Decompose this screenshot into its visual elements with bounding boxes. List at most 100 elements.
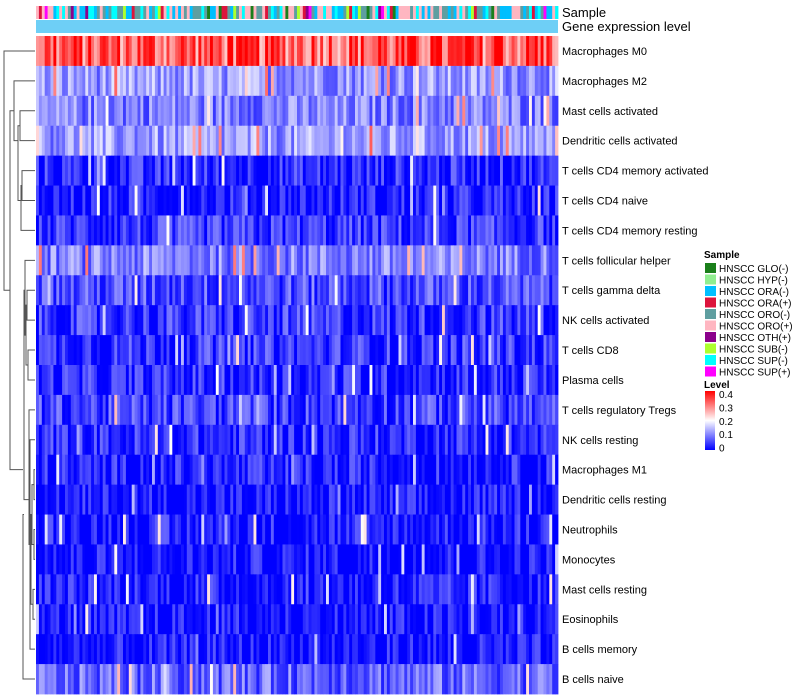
- heatmap-cell: [96, 305, 101, 336]
- heatmap-cell: [85, 95, 89, 127]
- heatmap-cell: [320, 604, 324, 635]
- heatmap-cell: [62, 125, 66, 157]
- heatmap-cell: [456, 514, 460, 545]
- heatmap-cell: [114, 424, 118, 456]
- heatmap-cell: [520, 245, 524, 276]
- heatmap-cell: [471, 215, 475, 246]
- sample-annotation-cell: [268, 6, 272, 19]
- heatmap-cell: [352, 514, 356, 545]
- heatmap-cell: [85, 454, 89, 486]
- heatmap-cell: [114, 454, 118, 486]
- heatmap-cell: [169, 215, 173, 246]
- heatmap-cell: [398, 36, 402, 67]
- heatmap-cell: [62, 65, 66, 97]
- heatmap-cell: [210, 65, 214, 97]
- heatmap-cell: [543, 215, 547, 246]
- heatmap-cell: [421, 155, 425, 186]
- heatmap-cell: [67, 155, 72, 186]
- heatmap-cell: [375, 95, 379, 127]
- heatmap-cell: [265, 245, 269, 276]
- heatmap-cell: [418, 335, 423, 366]
- dendrogram-branch: [22, 514, 35, 680]
- heatmap-cell: [317, 634, 321, 665]
- heatmap-cell: [224, 484, 228, 515]
- heatmap-cell: [349, 514, 353, 545]
- heatmap-cell: [181, 514, 185, 545]
- heatmap-cell: [221, 65, 225, 97]
- heatmap-cell: [38, 634, 43, 665]
- heatmap-cell: [511, 604, 515, 635]
- heatmap-cell: [282, 215, 286, 246]
- heatmap-cell: [279, 36, 283, 67]
- heatmap-cell: [70, 664, 75, 695]
- heatmap-cell: [302, 125, 307, 157]
- heatmap-cell: [546, 245, 550, 276]
- heatmap-cell: [160, 305, 164, 336]
- heatmap-cell: [299, 365, 304, 396]
- heatmap-cell: [94, 424, 98, 456]
- heatmap-cell: [181, 365, 185, 396]
- heatmap-cell: [450, 664, 454, 695]
- heatmap-cell: [302, 484, 307, 515]
- heatmap-cell: [169, 664, 173, 695]
- heatmap-cell: [56, 155, 60, 186]
- heatmap-cell: [224, 36, 228, 67]
- heatmap-cell: [497, 514, 501, 545]
- sample-annotation-cell: [529, 6, 533, 19]
- heatmap-cell: [427, 245, 431, 276]
- heatmap-cell: [224, 185, 228, 216]
- level-legend-tick: 0.3: [719, 403, 733, 414]
- heatmap-cell: [285, 335, 289, 366]
- heatmap-cell: [160, 125, 164, 157]
- heatmap-cell: [108, 544, 112, 575]
- heatmap-cell: [442, 305, 446, 336]
- heatmap-cell: [427, 275, 431, 306]
- heatmap-cell: [337, 394, 341, 426]
- heatmap-cell: [427, 215, 431, 246]
- heatmap-cell: [244, 245, 249, 276]
- heatmap-cell: [479, 514, 483, 545]
- heatmap-cell: [111, 155, 115, 186]
- heatmap-cell: [285, 664, 289, 695]
- heatmap-cell: [508, 424, 512, 456]
- heatmap-cell: [389, 65, 394, 97]
- heatmap-cell: [285, 65, 289, 97]
- heatmap-cell: [111, 544, 115, 575]
- heatmap-cell: [152, 155, 156, 186]
- heatmap-cell: [410, 604, 414, 635]
- heatmap-cell: [334, 185, 338, 216]
- heatmap-cell: [259, 394, 263, 426]
- heatmap-cell: [537, 544, 541, 575]
- heatmap-cell: [328, 275, 333, 306]
- heatmap-cell: [352, 664, 356, 695]
- heatmap-cell: [508, 245, 512, 276]
- heatmap-cell: [218, 275, 222, 306]
- heatmap-cell: [447, 424, 452, 456]
- heatmap-cell: [166, 604, 170, 635]
- heatmap-cell: [47, 275, 51, 306]
- heatmap-cell: [152, 65, 156, 97]
- heatmap-cell: [218, 245, 222, 276]
- heatmap-cell: [502, 215, 507, 246]
- heatmap-cell: [227, 634, 231, 665]
- heatmap-cell: [128, 664, 133, 695]
- heatmap-cell: [67, 305, 72, 336]
- heatmap-cell: [268, 424, 272, 456]
- heatmap-cell: [204, 634, 208, 665]
- heatmap-cell: [41, 215, 46, 246]
- heatmap-cell: [450, 305, 454, 336]
- heatmap-cell: [328, 454, 333, 486]
- heatmap-cell: [546, 574, 550, 605]
- heatmap-cell: [189, 65, 193, 97]
- heatmap-cell: [418, 664, 423, 695]
- sample-annotation-cell: [386, 6, 391, 19]
- heatmap-cell: [407, 424, 411, 456]
- heatmap-cell: [349, 634, 353, 665]
- heatmap-cell: [221, 424, 225, 456]
- heatmap-cell: [346, 365, 350, 396]
- heatmap-cell: [436, 185, 440, 216]
- heatmap-cell: [476, 424, 481, 456]
- heatmap-cell: [146, 215, 150, 246]
- heatmap-cell: [389, 335, 394, 366]
- heatmap-cell: [323, 394, 327, 426]
